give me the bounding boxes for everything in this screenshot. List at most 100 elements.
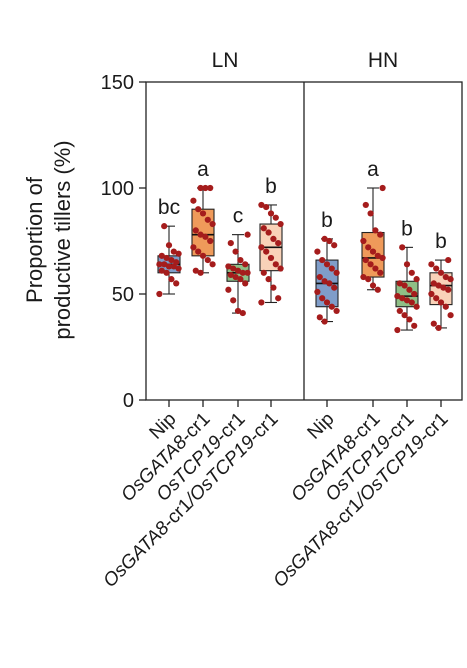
data-point [265, 229, 272, 236]
data-point [379, 184, 386, 192]
x-tick-labels: NipOsGATA8-cr1OsTCP19-cr1OsGATA8-cr1/OsT… [99, 409, 452, 592]
data-point [175, 265, 182, 272]
significance-letter: b [435, 230, 447, 253]
data-point [406, 316, 413, 323]
data-point [411, 322, 418, 329]
data-point [260, 225, 267, 232]
data-point [195, 206, 202, 213]
data-point [374, 252, 381, 259]
data-point [326, 237, 333, 245]
data-point [258, 244, 265, 251]
data-point [428, 261, 435, 268]
data-point [275, 295, 282, 302]
data-point [272, 214, 279, 221]
data-point [413, 303, 420, 310]
data-point [394, 293, 401, 300]
significance-letter: b [401, 217, 413, 240]
data-point [232, 273, 239, 281]
data-point [234, 307, 242, 315]
data-point [321, 235, 328, 242]
data-point [258, 299, 265, 306]
y-tick-label: 50 [112, 284, 134, 306]
data-point [225, 286, 232, 293]
data-point [209, 261, 216, 268]
data-point [406, 286, 413, 293]
data-point [163, 269, 170, 276]
data-point [321, 318, 328, 325]
data-point [445, 256, 452, 264]
data-point [230, 297, 237, 304]
y-tick-label: 0 [123, 390, 134, 412]
data-point [399, 295, 406, 302]
data-point [199, 252, 207, 259]
data-point [331, 242, 338, 249]
data-point [447, 276, 454, 283]
data-point [170, 248, 177, 255]
data-point [197, 269, 204, 276]
data-point [396, 307, 403, 315]
data-point [428, 290, 435, 298]
axes: 0 50 100 150 [101, 72, 463, 412]
data-point [275, 240, 282, 247]
data-point [403, 261, 411, 268]
data-point [272, 261, 279, 268]
data-point [270, 284, 277, 291]
data-point [319, 256, 326, 264]
panel-titles: LN HN [212, 49, 399, 72]
data-point [399, 244, 406, 251]
data-point [260, 269, 267, 276]
data-point [365, 276, 372, 283]
significance-letter: bc [158, 196, 180, 219]
data-point [225, 263, 232, 270]
data-point [365, 244, 372, 251]
data-point [190, 197, 197, 204]
data-point [437, 269, 445, 276]
data-point [442, 273, 449, 281]
data-point [163, 254, 170, 262]
data-point [232, 248, 239, 255]
data-point [192, 227, 199, 234]
data-point [209, 220, 216, 228]
data-point [362, 256, 369, 264]
data-point [360, 273, 367, 281]
data-point [237, 256, 244, 264]
y-axis-label-line-1: Proportion of [22, 176, 47, 303]
data-point [263, 248, 270, 255]
data-point [168, 276, 175, 283]
data-point [447, 312, 454, 319]
data-point [239, 269, 246, 276]
data-point [175, 250, 182, 257]
x-tick-label-part: OsGATA8 [269, 517, 343, 591]
data-point [192, 267, 199, 274]
data-point [367, 210, 374, 217]
y-axis-label-line-2: productive tillers (%) [50, 140, 75, 339]
data-point [433, 295, 440, 302]
data-point [239, 309, 246, 317]
data-point [430, 320, 437, 327]
data-point [326, 280, 333, 287]
data-point [227, 240, 234, 247]
data-point [197, 184, 204, 192]
box [361, 231, 385, 278]
data-point [323, 299, 331, 306]
data-point [199, 210, 207, 217]
data-point [204, 256, 211, 264]
data-point [202, 233, 209, 240]
data-point [161, 223, 168, 230]
panel-title-ln: LN [212, 49, 239, 72]
data-point [195, 248, 202, 255]
data-point [394, 326, 401, 334]
data-point [377, 231, 384, 238]
y-tick-label: 100 [101, 178, 134, 200]
data-point [165, 242, 173, 249]
data-point [267, 210, 275, 217]
data-point [403, 297, 411, 304]
data-point [328, 265, 335, 272]
significance-letter: b [265, 175, 277, 198]
data-points [156, 184, 454, 334]
significance-letter: b [321, 209, 333, 232]
data-point [267, 254, 275, 262]
data-point [197, 231, 204, 238]
significance-letter: c [233, 205, 244, 228]
data-point [442, 303, 449, 310]
